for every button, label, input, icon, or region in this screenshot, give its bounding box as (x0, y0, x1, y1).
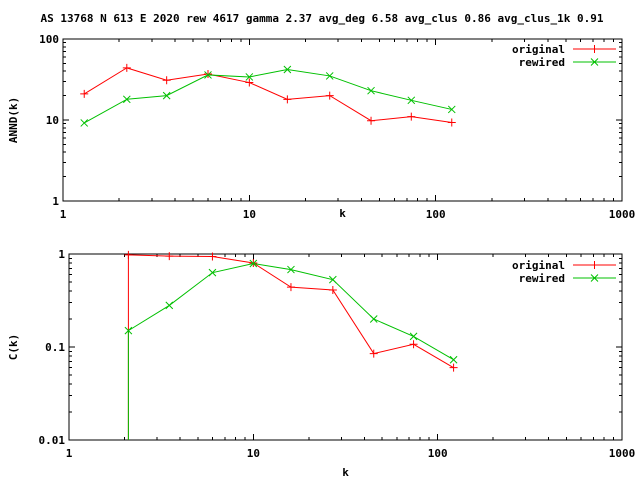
legend-marker (590, 58, 599, 66)
legend-label: original (512, 43, 565, 56)
data-point (204, 71, 212, 79)
x-tick-label: 10 (243, 208, 256, 221)
data-point (245, 78, 254, 87)
y-tick-label: 0.01 (39, 434, 66, 447)
data-point (407, 112, 416, 121)
data-point (409, 332, 418, 341)
chart-title: AS 13768 N 613 E 2020 rew 4617 gamma 2.3… (41, 12, 604, 25)
legend-label: rewired (519, 56, 565, 69)
data-point (287, 265, 295, 274)
data-point (122, 63, 131, 72)
y-tick-label: 1 (58, 248, 65, 261)
series-rewired-line (83, 69, 452, 124)
data-point (162, 91, 171, 100)
data-point (409, 340, 418, 349)
series-rewired (124, 259, 458, 440)
data-point (286, 283, 295, 292)
data-point (283, 65, 292, 74)
y-axis-label: C(k) (7, 334, 20, 361)
data-point (249, 259, 258, 268)
data-point (325, 72, 334, 80)
data-point (325, 91, 334, 100)
x-axis-label: k (339, 207, 346, 220)
y-tick-label: 100 (39, 33, 59, 46)
y-tick-label: 1 (52, 195, 59, 208)
data-point (369, 349, 378, 358)
x-tick-label: 1000 (609, 208, 636, 221)
data-point (122, 95, 131, 104)
series-original-line (83, 67, 452, 124)
legend-label: rewired (519, 272, 565, 285)
x-axis-label: k (342, 466, 349, 479)
x-tick-label: 1000 (609, 447, 636, 460)
data-point (80, 119, 89, 127)
legend-marker (590, 274, 599, 282)
series-rewired (80, 65, 456, 127)
x-tick-label: 100 (426, 208, 446, 221)
y-tick-label: 10 (46, 114, 59, 127)
data-point (245, 73, 254, 81)
y-axis-label: ANND(k) (7, 97, 20, 143)
series-original (124, 250, 458, 440)
data-point (449, 355, 458, 364)
y-tick-label: 0.1 (45, 341, 65, 354)
data-point (165, 252, 174, 261)
data-point (162, 76, 171, 85)
data-point (369, 315, 378, 323)
data-point (208, 252, 217, 261)
x-tick-label: 1 (60, 208, 67, 221)
x-tick-label: 100 (428, 447, 448, 460)
x-tick-label: 10 (247, 447, 260, 460)
data-point (328, 275, 337, 284)
data-point (328, 286, 337, 295)
data-point (447, 105, 456, 114)
series-rewired-line (128, 263, 454, 361)
data-point (124, 326, 133, 335)
legend-marker (590, 45, 599, 53)
data-point (367, 116, 376, 125)
data-point (407, 96, 416, 105)
series-original-line (128, 254, 454, 369)
data-point (80, 89, 89, 98)
series-original (80, 63, 456, 127)
data-point (124, 250, 133, 259)
data-point (447, 118, 456, 127)
legend-marker (590, 261, 599, 269)
data-point (208, 268, 217, 277)
data-point (203, 69, 212, 78)
data-point (283, 95, 292, 104)
data-point (449, 363, 458, 372)
x-tick-label: 1 (66, 447, 73, 460)
data-point (165, 301, 174, 310)
data-point (367, 86, 375, 95)
legend-label: original (512, 259, 565, 272)
